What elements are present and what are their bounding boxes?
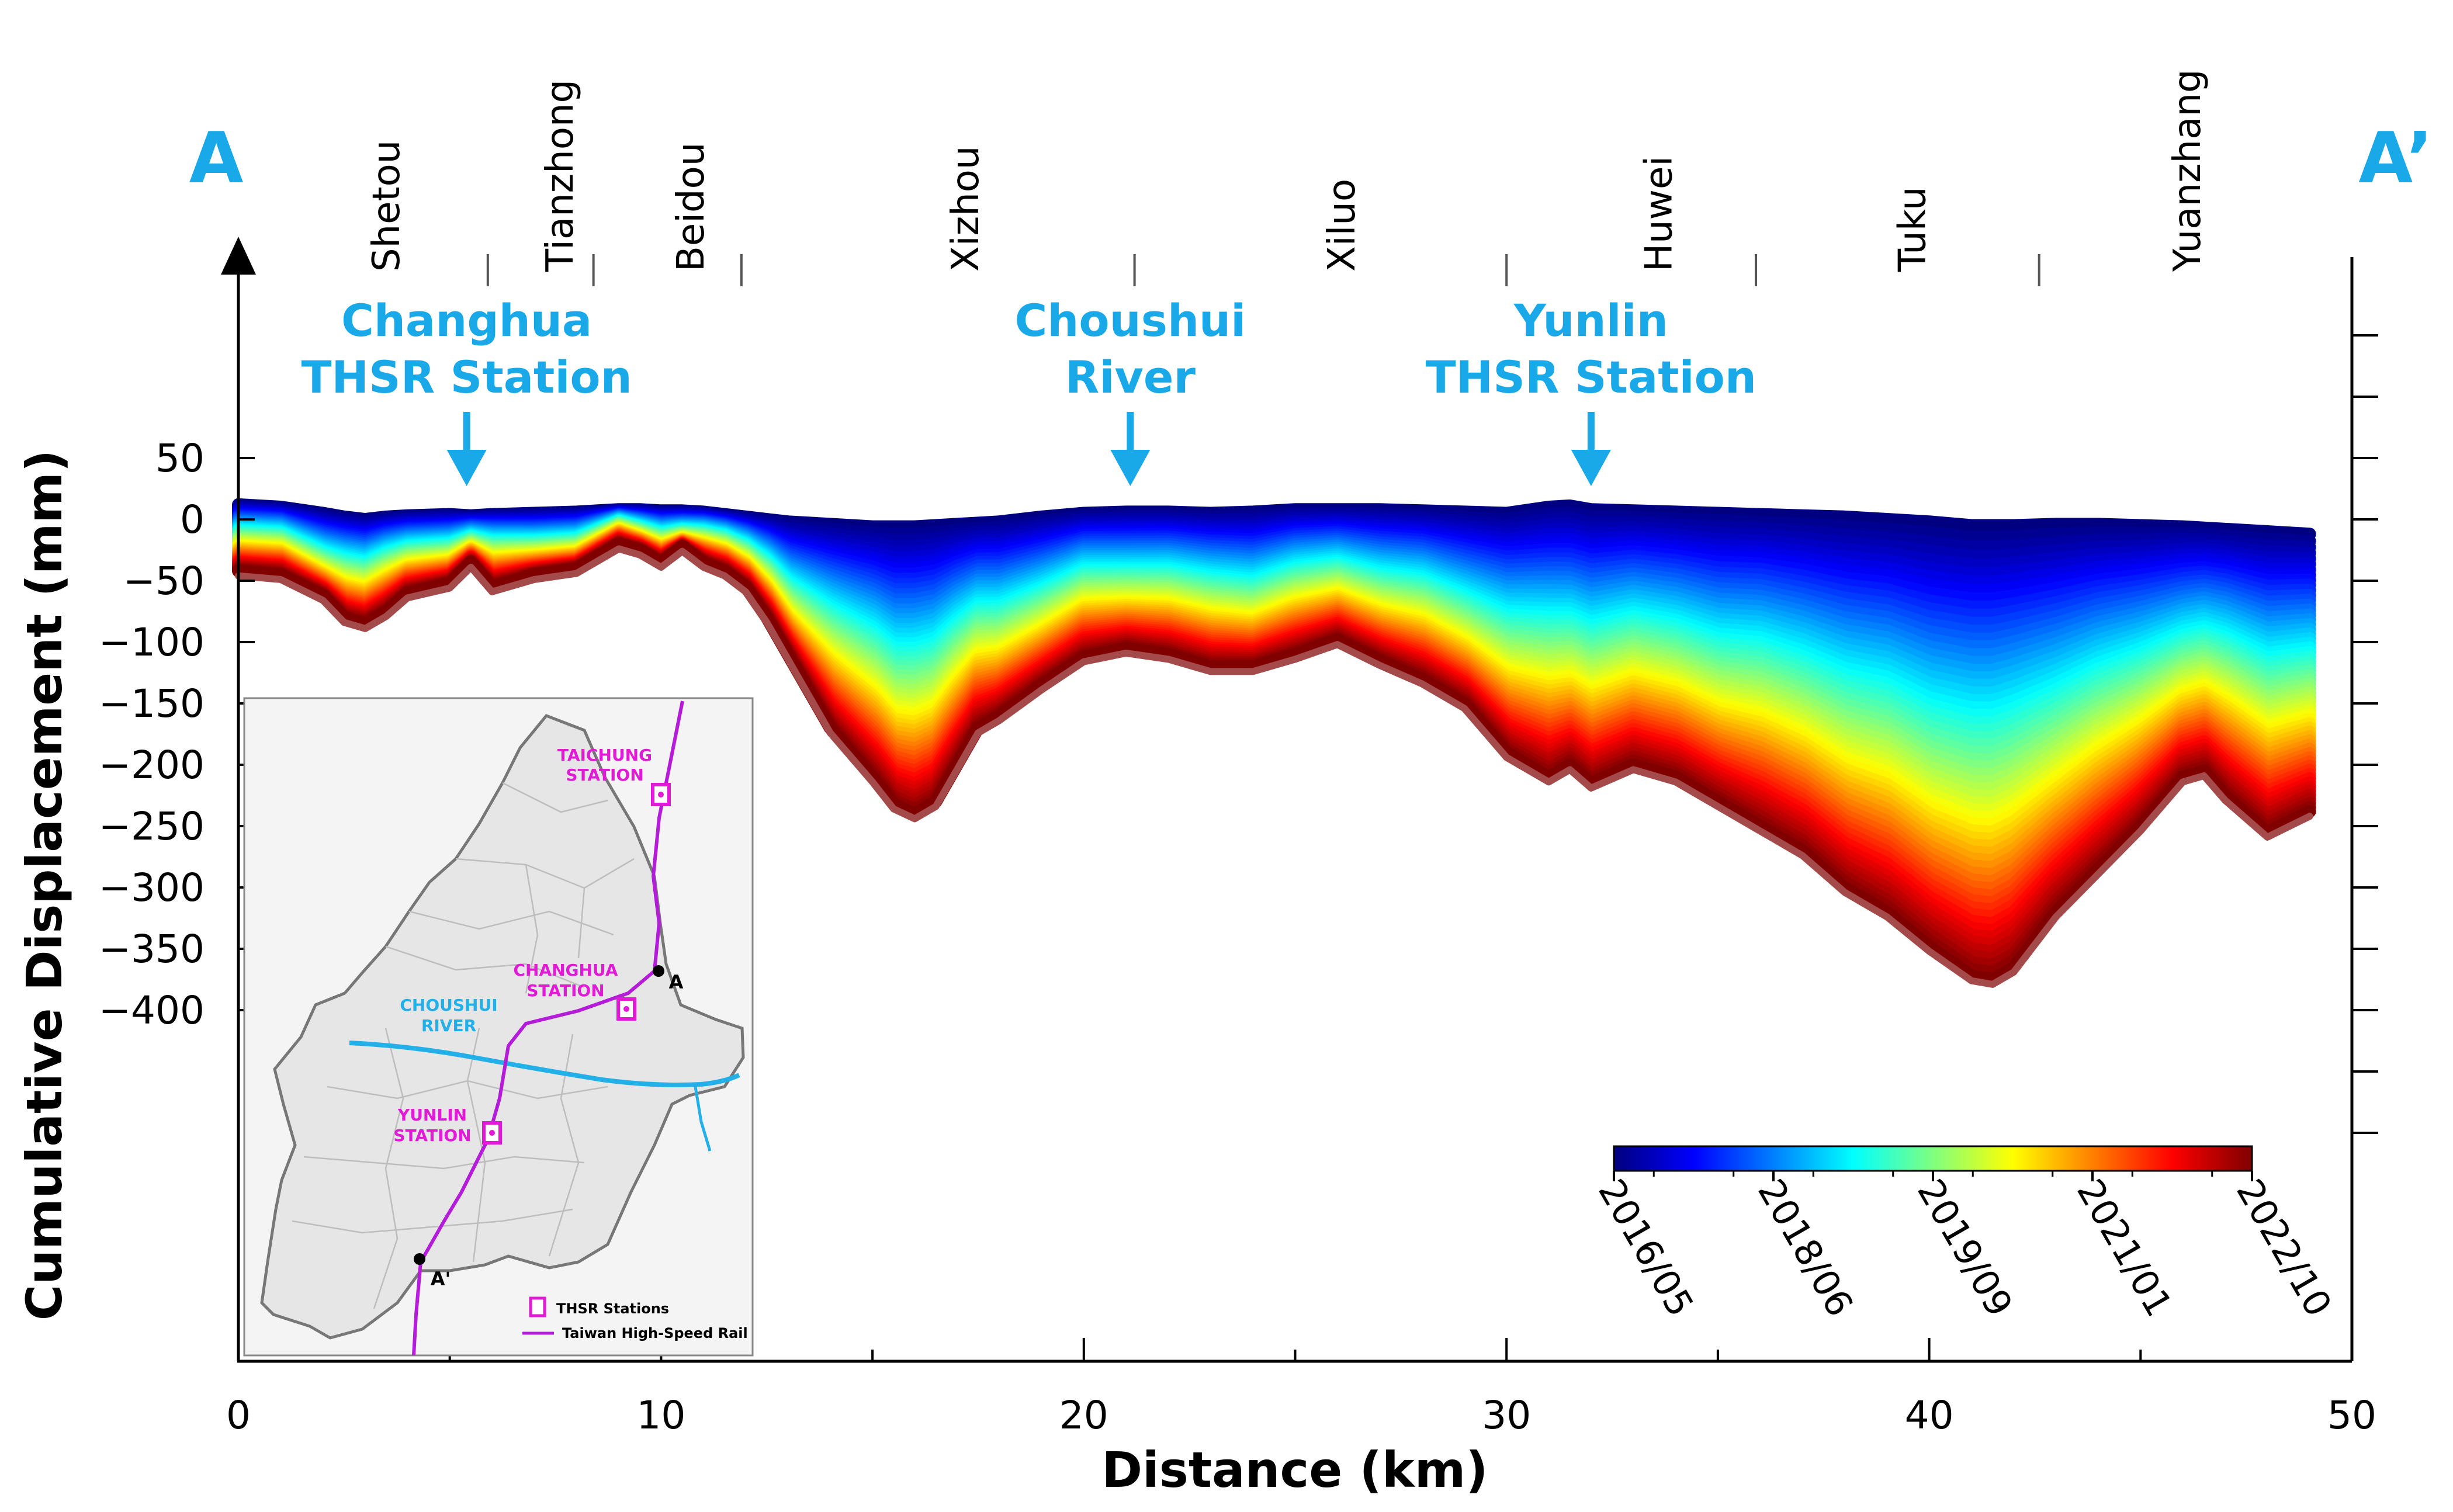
- inset-map: TAICHUNG STATION CHANGHUA STATION YUNLIN…: [243, 697, 754, 1357]
- right-axis-ticks: [2352, 334, 2378, 1134]
- colorbar-ticks: 2016/05 2018/06 2019/09 2021/01 2022/10: [1590, 1171, 2340, 1324]
- legend-rail-label: Taiwan High-Speed Rail: [562, 1325, 748, 1341]
- y-tick-label: 0: [180, 497, 205, 542]
- x-tick-label: 30: [1482, 1393, 1531, 1438]
- x-tick-label: 40: [1905, 1393, 1954, 1438]
- displacement-profile-line: [232, 537, 2316, 986]
- inset-map-station-taichung: [651, 783, 671, 806]
- x-tick-label: 0: [226, 1393, 251, 1438]
- township-label: Yuanzhang: [2166, 69, 2209, 272]
- annotation-label: THSR Station: [302, 351, 632, 403]
- township-label: Tianzhong: [539, 79, 582, 272]
- inset-map-label-taichung-line2: STATION: [566, 765, 643, 785]
- annotation-arrow-icon: [1571, 450, 1611, 486]
- inset-map-legend: THSR Stations Taiwan High-Speed Rail: [522, 1296, 748, 1341]
- y-tick-label: −400: [99, 988, 205, 1033]
- legend-station-icon: [529, 1296, 546, 1317]
- y-axis-arrow: [221, 237, 256, 275]
- colorbar-tick-label: 2016/05: [1590, 1172, 1702, 1324]
- township-label: Shetou: [365, 140, 408, 272]
- inset-map-rail: [412, 700, 684, 1356]
- township-label: Xiluo: [1321, 179, 1364, 272]
- annotation-arrow-icon: [446, 450, 487, 486]
- y-axis-label: Cumulative Displacement (mm): [16, 450, 73, 1321]
- township-label: Beidou: [670, 143, 713, 272]
- y-tick-label: −200: [99, 743, 205, 788]
- township-labels: Shetou Tianzhong Beidou Xizhou Xiluo Huwei Tuk…: [365, 69, 2209, 286]
- township-label: Huwei: [1638, 156, 1681, 272]
- inset-map-label-river-line1: CHOUSHUI: [400, 996, 497, 1015]
- displacement-profile-layer: [232, 498, 2316, 988]
- inset-map-district-lines: [292, 782, 635, 1309]
- inset-map-region-outline: [260, 714, 745, 1340]
- profile-start-label: A: [189, 118, 244, 199]
- profile-end-label: A’: [2358, 118, 2433, 199]
- inset-map-point-a: [653, 965, 664, 977]
- colorbar-tick-label: 2022/10: [2228, 1172, 2340, 1324]
- y-tick-label: −150: [99, 681, 205, 726]
- inset-map-river: [349, 1041, 740, 1087]
- inset-map-river-branch: [694, 1086, 712, 1152]
- y-tick-label: −50: [123, 559, 205, 604]
- x-tick-label: 10: [636, 1393, 685, 1438]
- annotation-label: Yunlin: [1513, 294, 1668, 346]
- inset-map-label-river-line2: RIVER: [421, 1016, 476, 1035]
- y-tick-label: −300: [99, 865, 205, 910]
- y-tick-label: −100: [99, 620, 205, 665]
- colorbar-tick-label: 2018/06: [1749, 1172, 1862, 1324]
- inset-map-label-taichung-line1: TAICHUNG: [557, 745, 652, 765]
- y-tick-label: 50: [155, 436, 205, 481]
- annotation-arrow-icon: [1110, 450, 1151, 486]
- inset-map-point-a-prime: [414, 1253, 425, 1265]
- annotation-label: THSR Station: [1426, 351, 1756, 403]
- y-tick-label: −250: [99, 804, 205, 849]
- inset-map-label-changhua-line1: CHANGHUA: [513, 960, 618, 980]
- x-axis-label: Distance (km): [1101, 1441, 1488, 1499]
- x-axis-ticks: 0 10 20 30 40 50: [226, 1338, 2376, 1438]
- annotation-label: Changhua: [341, 294, 592, 346]
- inset-map-label-point-a-prime: A': [431, 1268, 451, 1290]
- colorbar-gradient: [1613, 1145, 2253, 1172]
- x-tick-label: 50: [2327, 1393, 2376, 1438]
- inset-map-station-changhua: [616, 997, 636, 1021]
- annotation-label: River: [1065, 351, 1196, 403]
- y-tick-label: −350: [99, 927, 205, 972]
- inset-map-label-changhua-line2: STATION: [526, 981, 604, 1000]
- township-label: Xizhou: [944, 146, 988, 272]
- colorbar-tick-label: 2021/01: [2069, 1172, 2181, 1324]
- inset-map-station-yunlin: [482, 1121, 502, 1145]
- inset-map-label-yunlin-line2: STATION: [393, 1126, 471, 1145]
- annotation-label: Choushui: [1015, 294, 1246, 346]
- inset-map-label-point-a: A: [669, 971, 684, 993]
- y-axis-ticks: 50 0 −50 −100 −150 −200 −250 −300 −350 −400: [99, 436, 255, 1033]
- displacement-profile-latest-edge: [235, 545, 2313, 988]
- colorbar-tick-label: 2019/09: [1909, 1172, 2021, 1324]
- inset-map-label-yunlin-line1: YUNLIN: [397, 1105, 467, 1125]
- legend-stations-label: THSR Stations: [556, 1301, 669, 1317]
- township-label: Tuku: [1891, 186, 1935, 272]
- colorbar: 2016/05 2018/06 2019/09 2021/01 2022/10: [1590, 1145, 2340, 1324]
- x-tick-label: 20: [1059, 1393, 1108, 1438]
